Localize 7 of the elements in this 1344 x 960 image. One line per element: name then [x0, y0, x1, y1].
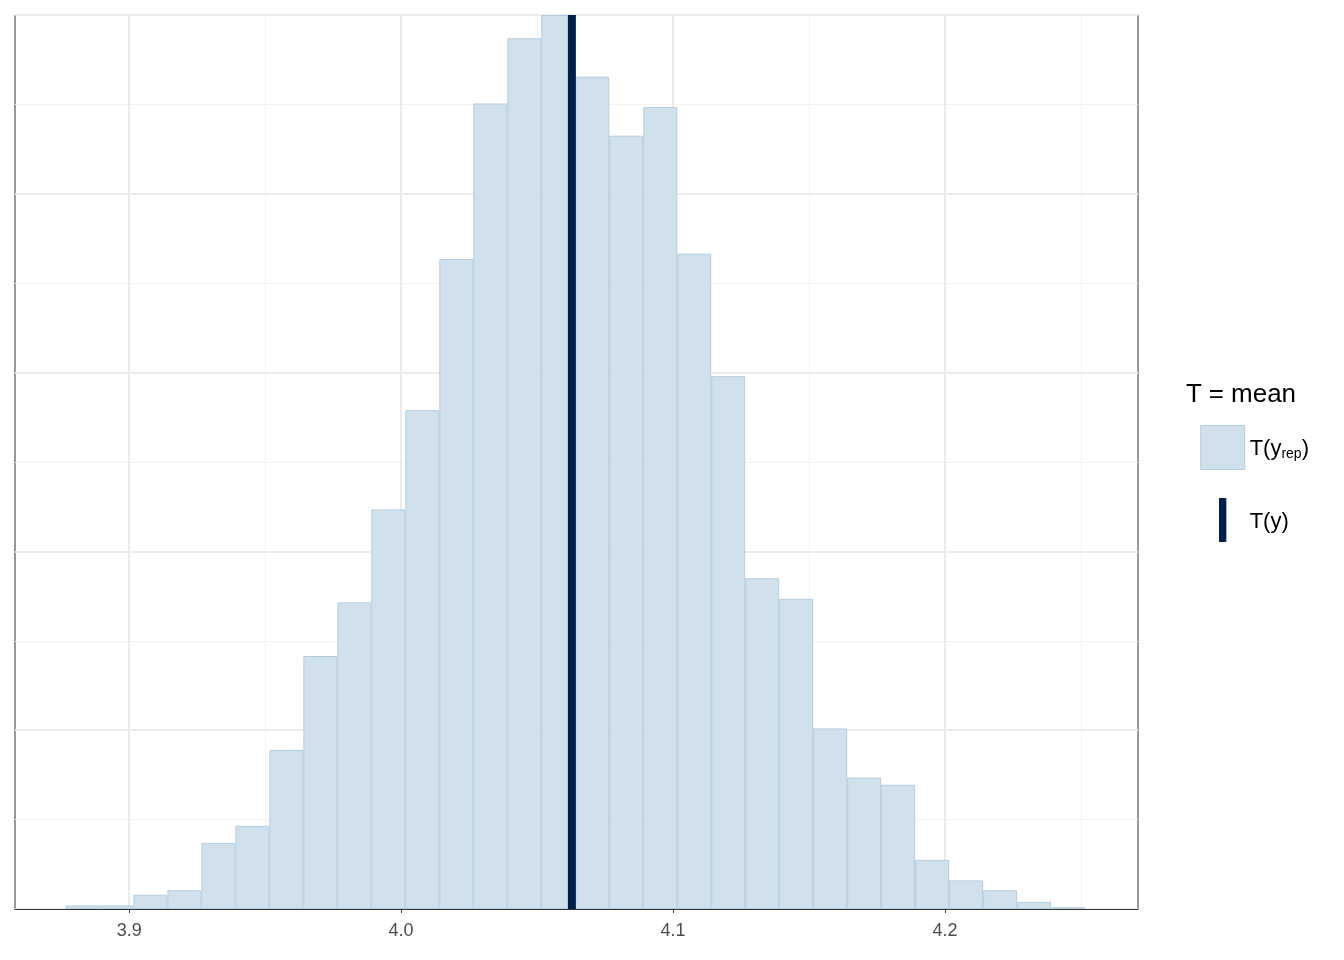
x-tick-label: 4.1	[660, 920, 686, 940]
x-tick-label: 4.0	[388, 920, 414, 940]
x-tick-label: 3.9	[116, 920, 142, 940]
x-tick-label: 4.2	[932, 920, 958, 940]
legend-label: T(yrep)	[1249, 435, 1309, 461]
legend-title: T = mean	[1186, 378, 1297, 408]
legend-label: T(y)	[1249, 507, 1289, 533]
